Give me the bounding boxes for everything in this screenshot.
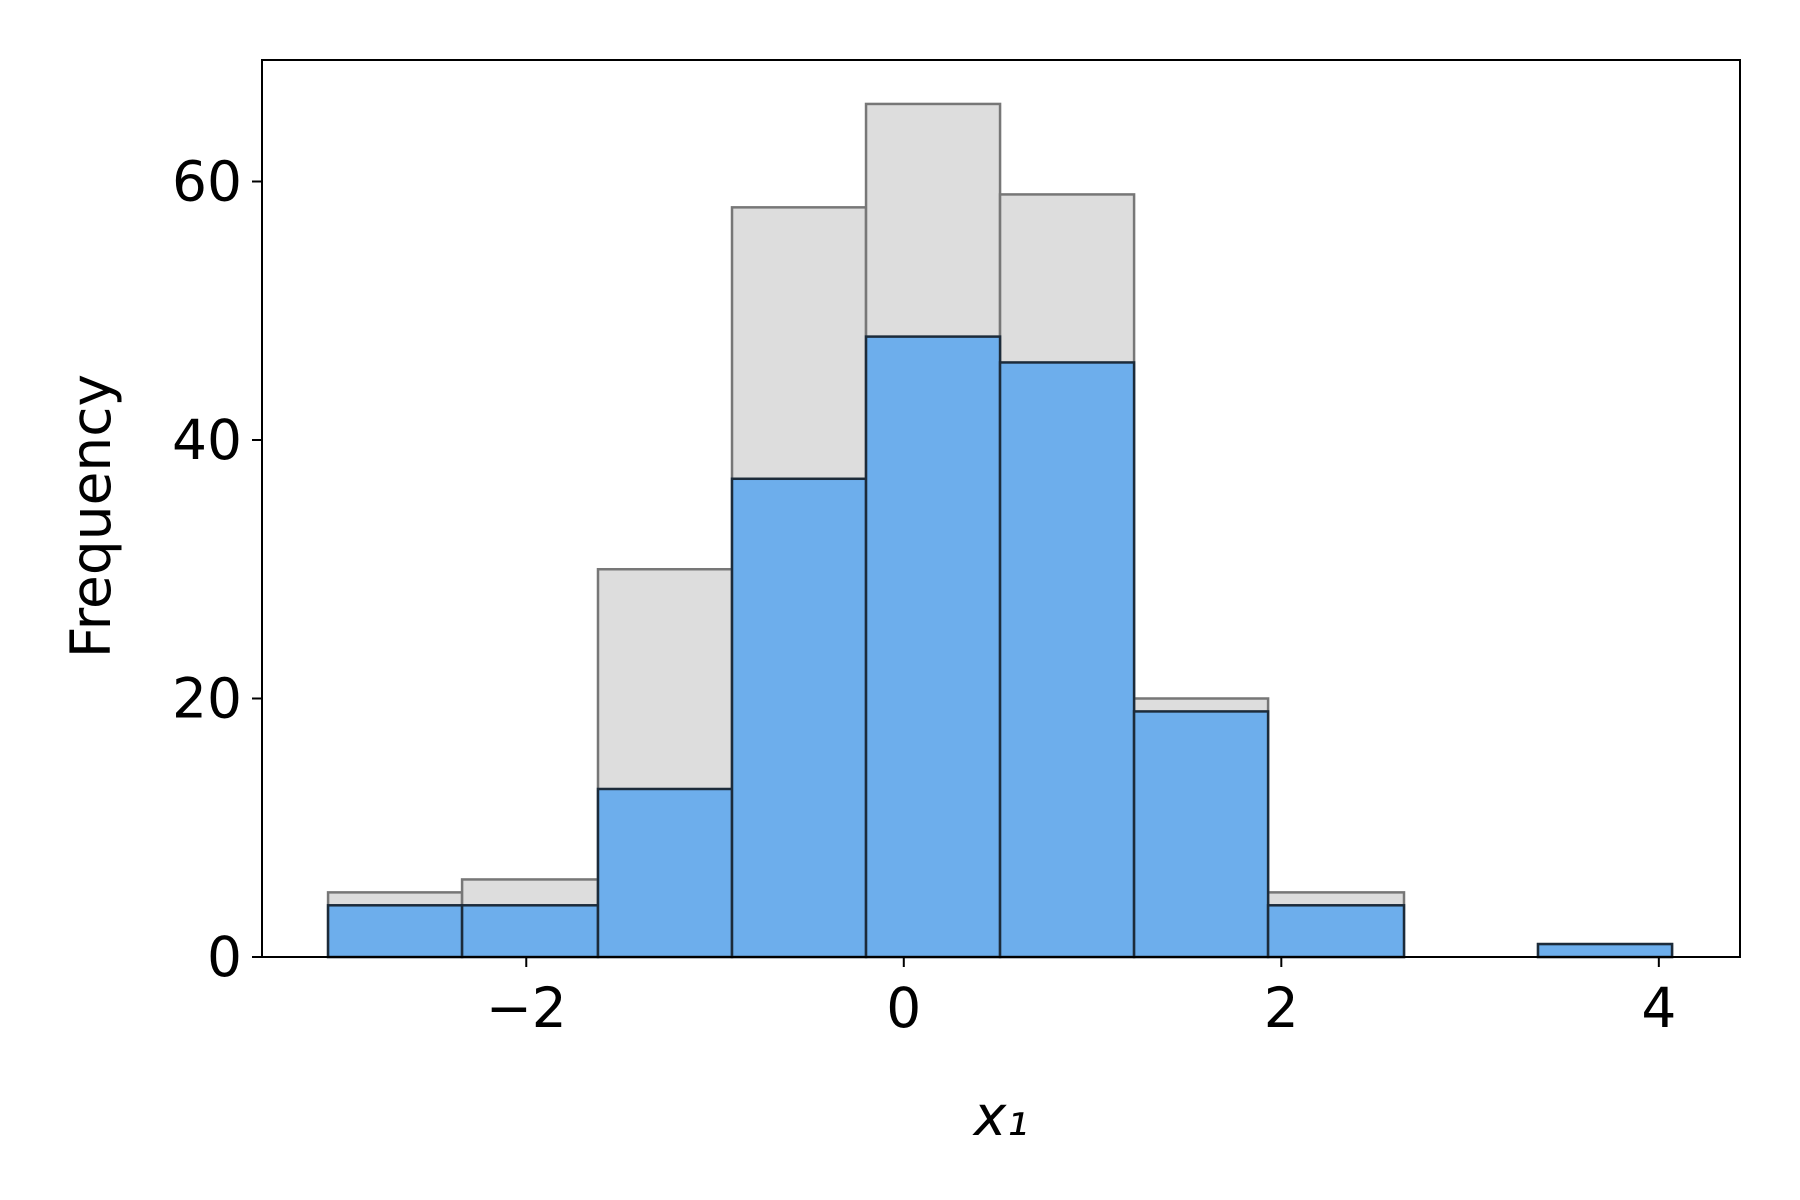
y-tick-label: 40 [172, 408, 242, 472]
histogram-bar [1266, 904, 1406, 959]
histogram-bar [730, 477, 868, 959]
y-tick-label: 60 [172, 149, 242, 213]
x-tick-label: 2 [1264, 976, 1299, 1040]
x-axis-label: x₁ [972, 1084, 1029, 1148]
y-tick-label: 20 [172, 666, 242, 730]
x-tick-label: −2 [486, 976, 567, 1040]
histogram-bar [460, 904, 600, 959]
histogram-bar [998, 361, 1136, 959]
y-axis-label: Frequency [59, 374, 123, 658]
x-tick-label: 0 [886, 976, 921, 1040]
histogram-bar [326, 904, 464, 959]
histogram-bar [1132, 710, 1270, 959]
plot-frame [261, 59, 1741, 958]
histogram-bar [596, 787, 734, 959]
histogram-bar [864, 335, 1002, 959]
x-tick-label: 4 [1641, 976, 1676, 1040]
y-tick-label: 0 [207, 925, 242, 989]
histogram-bar [1536, 942, 1674, 959]
